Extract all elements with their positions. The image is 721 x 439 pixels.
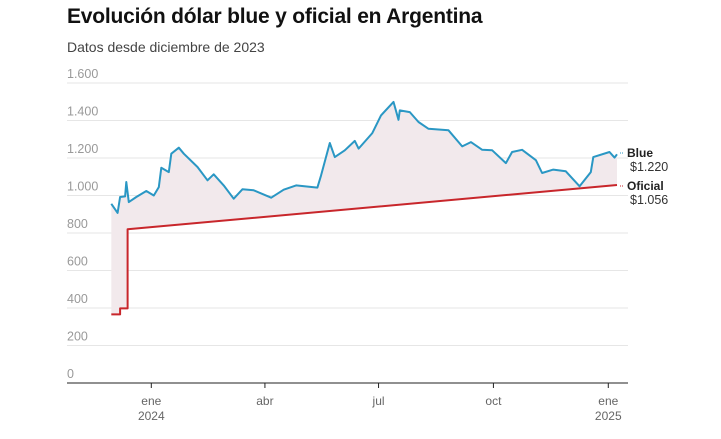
oficial-series-label: Oficial [627,179,664,193]
x-tick-label: abr [256,394,273,408]
x-tick-year: 2024 [138,409,165,423]
x-tick-label: ene [141,394,161,408]
y-tick-label: 0 [67,367,74,381]
y-tick-label: 800 [67,217,88,231]
x-tick-label: jul [372,394,385,408]
y-tick-label: 1.600 [67,67,98,81]
chart-title: Evolución dólar blue y oficial en Argent… [67,5,483,28]
oficial-end-value: $1.056 [630,193,668,207]
y-tick-label: 600 [67,255,88,269]
blue-series-line [110,100,618,214]
y-tick-label: 1.400 [67,105,98,119]
y-tick-label: 1.200 [67,142,98,156]
x-tick-label: oct [485,394,502,408]
spread-area [111,101,618,315]
chart-subtitle: Datos desde diciembre de 2023 [67,39,265,55]
blue-series-label: Blue [627,146,653,160]
x-tick-year: 2025 [595,409,622,423]
y-tick-label: 200 [67,330,88,344]
y-tick-label: 1.000 [67,180,98,194]
oficial-series-line [111,184,618,316]
y-tick-label: 400 [67,292,88,306]
blue-end-value: $1.220 [630,160,668,174]
x-tick-label: ene [598,394,618,408]
